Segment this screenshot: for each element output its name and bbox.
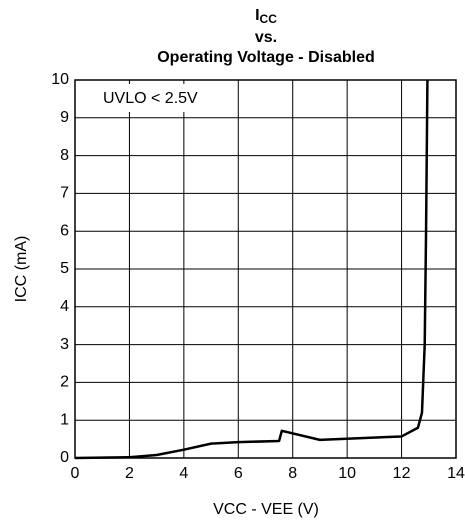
x-axis-label: VCC - VEE (V) <box>213 501 319 518</box>
x-tick-label: 0 <box>71 465 80 482</box>
x-tick-label: 10 <box>338 465 356 482</box>
y-tick-label: 8 <box>60 147 69 164</box>
y-tick-label: 3 <box>60 336 69 353</box>
data-line <box>74 79 429 460</box>
x-tick-label: 4 <box>179 465 188 482</box>
x-tick-label: 12 <box>393 465 411 482</box>
y-tick-label: 7 <box>60 185 69 202</box>
y-tick-label: 2 <box>60 374 69 391</box>
chart-title: ICC <box>255 7 277 26</box>
y-tick-label: 0 <box>60 449 69 466</box>
y-tick-label: 1 <box>60 411 69 428</box>
chart-title: vs. <box>255 29 277 46</box>
annotation-box <box>93 84 231 112</box>
chart-title: Operating Voltage - Disabled <box>157 49 375 66</box>
x-tick-label: 8 <box>288 465 297 482</box>
x-tick-label: 6 <box>234 465 243 482</box>
annotation: UVLO < 2.5V <box>103 90 198 107</box>
y-tick-label: 9 <box>60 109 69 126</box>
y-tick-label: 6 <box>60 222 69 239</box>
x-tick-label: 14 <box>447 465 465 482</box>
y-tick-label: 10 <box>51 71 69 88</box>
y-tick-label: 5 <box>60 260 69 277</box>
y-tick-label: 4 <box>60 298 69 315</box>
y-axis-label: ICC (mA) <box>13 236 30 303</box>
plot-frame <box>74 79 457 459</box>
x-tick-label: 2 <box>125 465 134 482</box>
